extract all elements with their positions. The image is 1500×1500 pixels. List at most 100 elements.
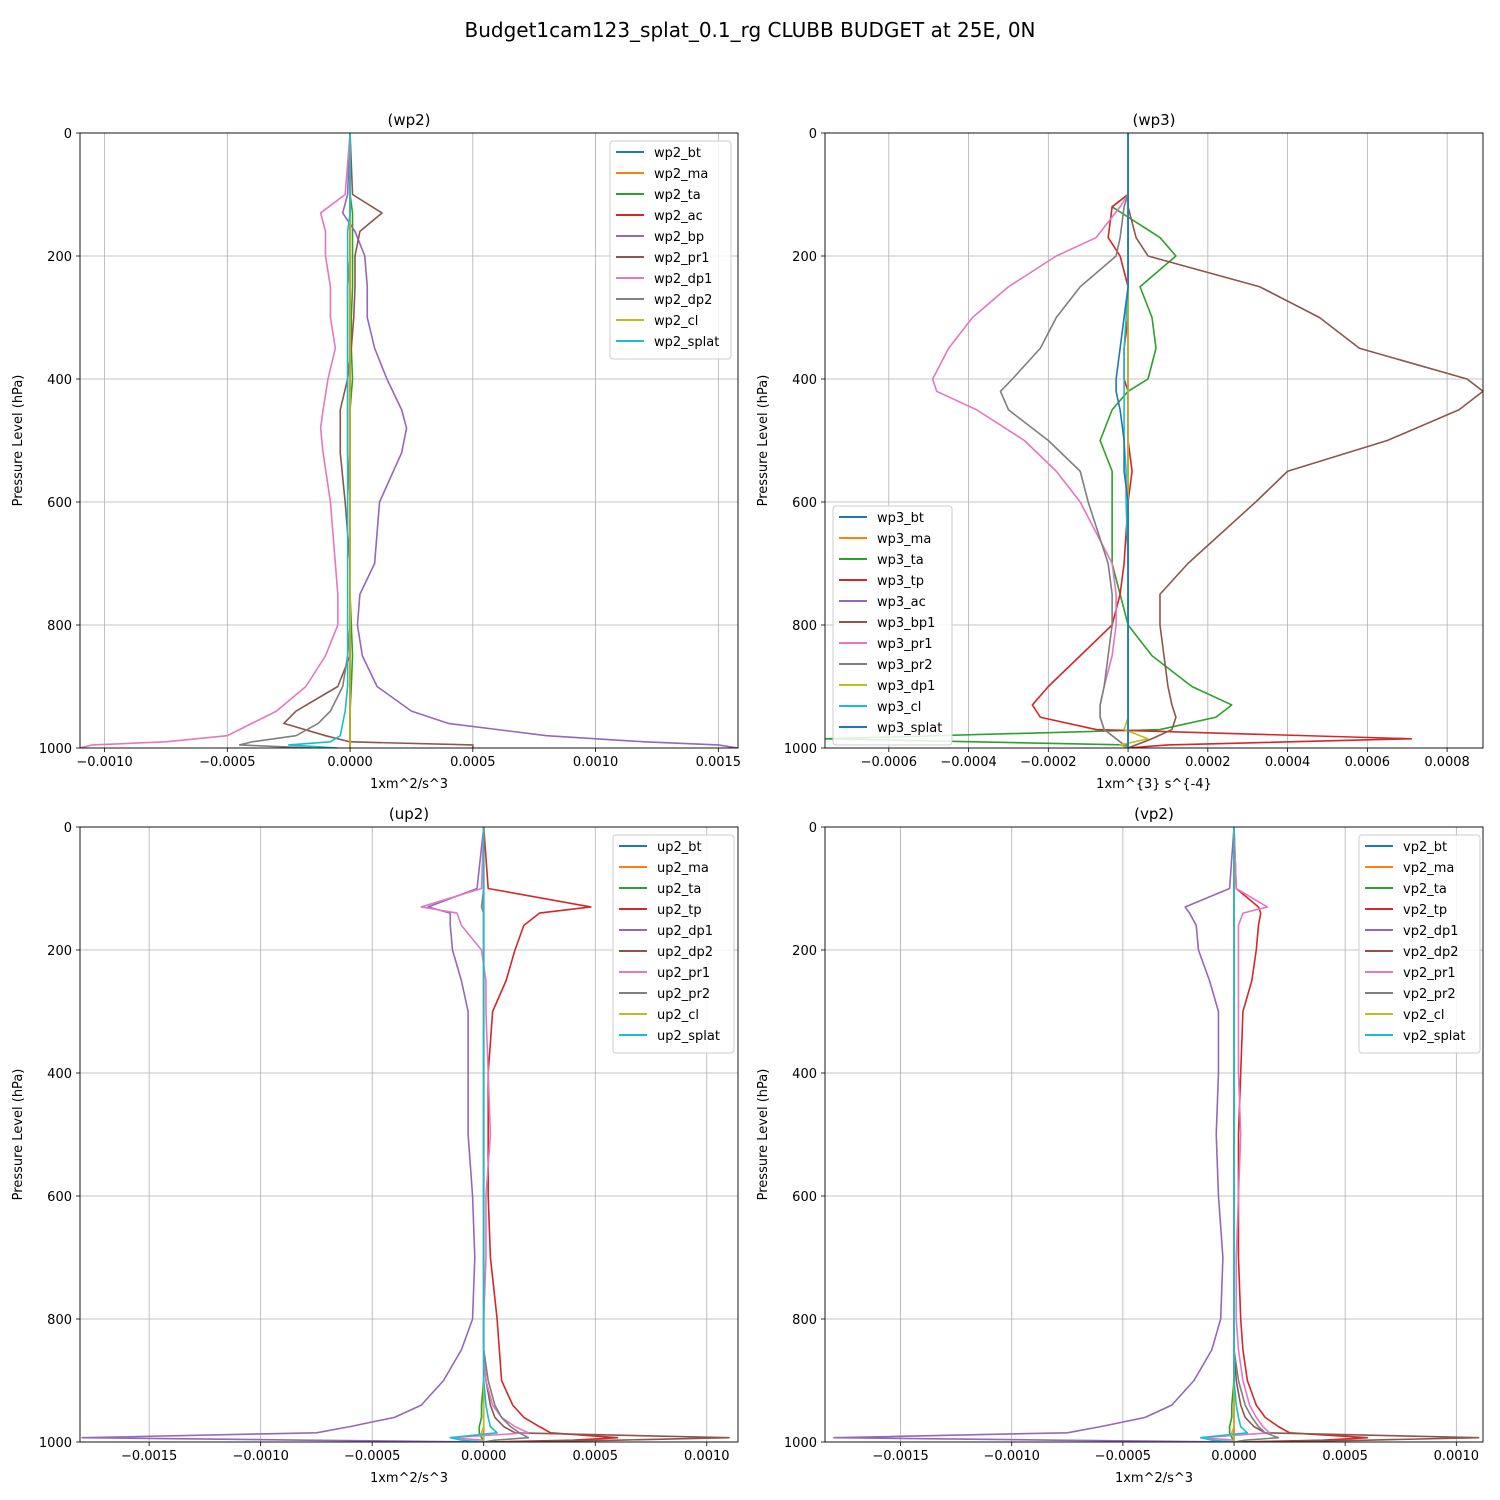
series-line-wp3_splat <box>1115 133 1129 748</box>
y-tick-label: 0 <box>64 821 72 836</box>
series-line-wp3_tp <box>1031 133 1413 748</box>
x-tick-label: 0.0000 <box>327 755 373 770</box>
y-tick-label: 1000 <box>39 742 72 757</box>
x-tick-label: 0.0005 <box>1322 1449 1368 1464</box>
x-tick-label: 0.0002 <box>1185 755 1231 770</box>
y-axis-label: Pressure Level (hPa) <box>11 375 26 507</box>
legend-label: vp2_splat <box>1403 1029 1465 1044</box>
y-tick-label: 800 <box>792 1313 817 1328</box>
legend-label: vp2_dp1 <box>1403 924 1459 939</box>
x-tick-label: 0.0005 <box>450 755 496 770</box>
legend-label: wp2_dp1 <box>654 272 712 287</box>
legend-label: wp2_bt <box>654 146 701 161</box>
x-tick-label: 0.0000 <box>461 1449 507 1464</box>
y-tick-label: 600 <box>792 1190 817 1205</box>
series-line-vp2_splat <box>1199 827 1249 1442</box>
legend-box <box>609 140 732 360</box>
series-line-wp2_bp <box>341 133 738 748</box>
y-tick-label: 800 <box>47 1313 72 1328</box>
x-axis-label: 1xm^2/s^3 <box>1115 1471 1193 1486</box>
legend-label: wp2_ac <box>654 209 703 224</box>
series-line-wp3_ta <box>825 133 1233 748</box>
y-tick-label: 200 <box>47 250 72 265</box>
x-axis-label: 1xm^{3} s^{-4} <box>1096 777 1212 792</box>
x-tick-label: −0.0005 <box>1095 1449 1151 1464</box>
y-axis-label: Pressure Level (hPa) <box>756 375 771 507</box>
y-tick-label: 200 <box>792 944 817 959</box>
legend-label: wp2_pr1 <box>654 251 710 266</box>
legend-label: up2_ta <box>657 882 701 897</box>
legend-label: wp3_cl <box>877 700 921 715</box>
series-line-up2_tp <box>482 827 619 1442</box>
x-tick-label: 0.0006 <box>1345 755 1391 770</box>
y-tick-label: 200 <box>47 944 72 959</box>
x-tick-label: −0.0010 <box>76 755 132 770</box>
legend-label: wp3_ac <box>877 595 926 610</box>
legend-label: up2_cl <box>657 1008 699 1023</box>
x-tick-label: −0.0010 <box>232 1449 288 1464</box>
legend-label: up2_pr1 <box>657 966 710 981</box>
plot-frame <box>79 132 739 749</box>
series-line-vp2_tp <box>1233 827 1369 1442</box>
legend-label: up2_bt <box>657 840 702 855</box>
legend: wp3_bt wp3_ma wp3_ta wp3_tp wp3_ac wp3_bp1 wp3… <box>832 505 953 746</box>
legend-label: vp2_dp2 <box>1403 945 1459 960</box>
y-tick-label: 800 <box>792 619 817 634</box>
legend-label: vp2_ma <box>1403 861 1454 876</box>
panel-wp3: −0.0006 −0.0004 −0.0002 0.0000 0.0002 0.0004 0… <box>756 111 1484 792</box>
series-line-wp2_dp1 <box>80 133 351 748</box>
y-axis-label: Pressure Level (hPa) <box>756 1069 771 1201</box>
x-axis-label: 1xm^2/s^3 <box>370 1471 448 1486</box>
x-tick-label: 0.0000 <box>1211 1449 1257 1464</box>
series-lines <box>80 133 738 748</box>
legend: vp2_bt vp2_ma vp2_ta vp2_tp vp2_dp1 vp2_dp2vp… <box>1358 834 1481 1054</box>
series-line-up2_pr1 <box>420 827 530 1442</box>
series-line-vp2_dp1 <box>833 827 1235 1442</box>
x-tick-label: −0.0006 <box>861 755 917 770</box>
series-line-up2_dp1 <box>81 827 485 1442</box>
legend-label: vp2_cl <box>1403 1008 1444 1023</box>
plot-frame <box>824 826 1484 1443</box>
x-tick-label: 0.0010 <box>1434 1449 1480 1464</box>
legend-label: wp2_cl <box>654 314 698 329</box>
legend-label: wp3_bt <box>877 511 924 526</box>
series-line-wp3_pr2 <box>999 133 1129 748</box>
y-tick-label: 600 <box>47 1190 72 1205</box>
legend-label: wp3_ma <box>877 532 931 547</box>
x-tick-label: −0.0010 <box>984 1449 1040 1464</box>
panel-title: (up2) <box>389 805 429 823</box>
x-tick-label: −0.0002 <box>1020 755 1076 770</box>
panel-title: (wp2) <box>387 111 430 129</box>
legend: up2_bt up2_ma up2_ta up2_tp up2_dp1 up2_dp2up… <box>612 834 735 1054</box>
legend-label: wp3_pr1 <box>877 637 933 652</box>
y-tick-label: 1000 <box>39 1436 72 1451</box>
legend-label: wp3_bp1 <box>877 616 935 631</box>
y-tick-label: 200 <box>792 250 817 265</box>
panel-title: (wp3) <box>1132 111 1175 129</box>
x-tick-label: −0.0015 <box>121 1449 177 1464</box>
series-lines <box>81 827 730 1442</box>
y-tick-label: 400 <box>792 373 817 388</box>
legend-label: up2_ma <box>657 861 709 876</box>
legend-label: wp3_tp <box>877 574 924 589</box>
legend-label: up2_dp1 <box>657 924 713 939</box>
x-tick-label: 0.0015 <box>696 755 742 770</box>
legend-label: wp3_pr2 <box>877 658 933 673</box>
legend-label: wp2_dp2 <box>654 293 712 308</box>
plot-frame <box>79 826 739 1443</box>
legend-label: wp3_ta <box>877 553 924 568</box>
legend-label: wp2_ma <box>654 167 708 182</box>
series-lines <box>825 133 1483 748</box>
y-tick-label: 1000 <box>784 742 817 757</box>
x-tick-label: 0.0000 <box>1105 755 1151 770</box>
y-tick-label: 400 <box>47 1067 72 1082</box>
legend-label: up2_pr2 <box>657 987 710 1002</box>
x-tick-label: 0.0004 <box>1265 755 1311 770</box>
legend-label: vp2_ta <box>1403 882 1447 897</box>
y-axis-label: Pressure Level (hPa) <box>11 1069 26 1201</box>
series-line-vp2_pr1 <box>1199 827 1271 1442</box>
y-tick-label: 400 <box>792 1067 817 1082</box>
legend-label: vp2_pr1 <box>1403 966 1456 981</box>
